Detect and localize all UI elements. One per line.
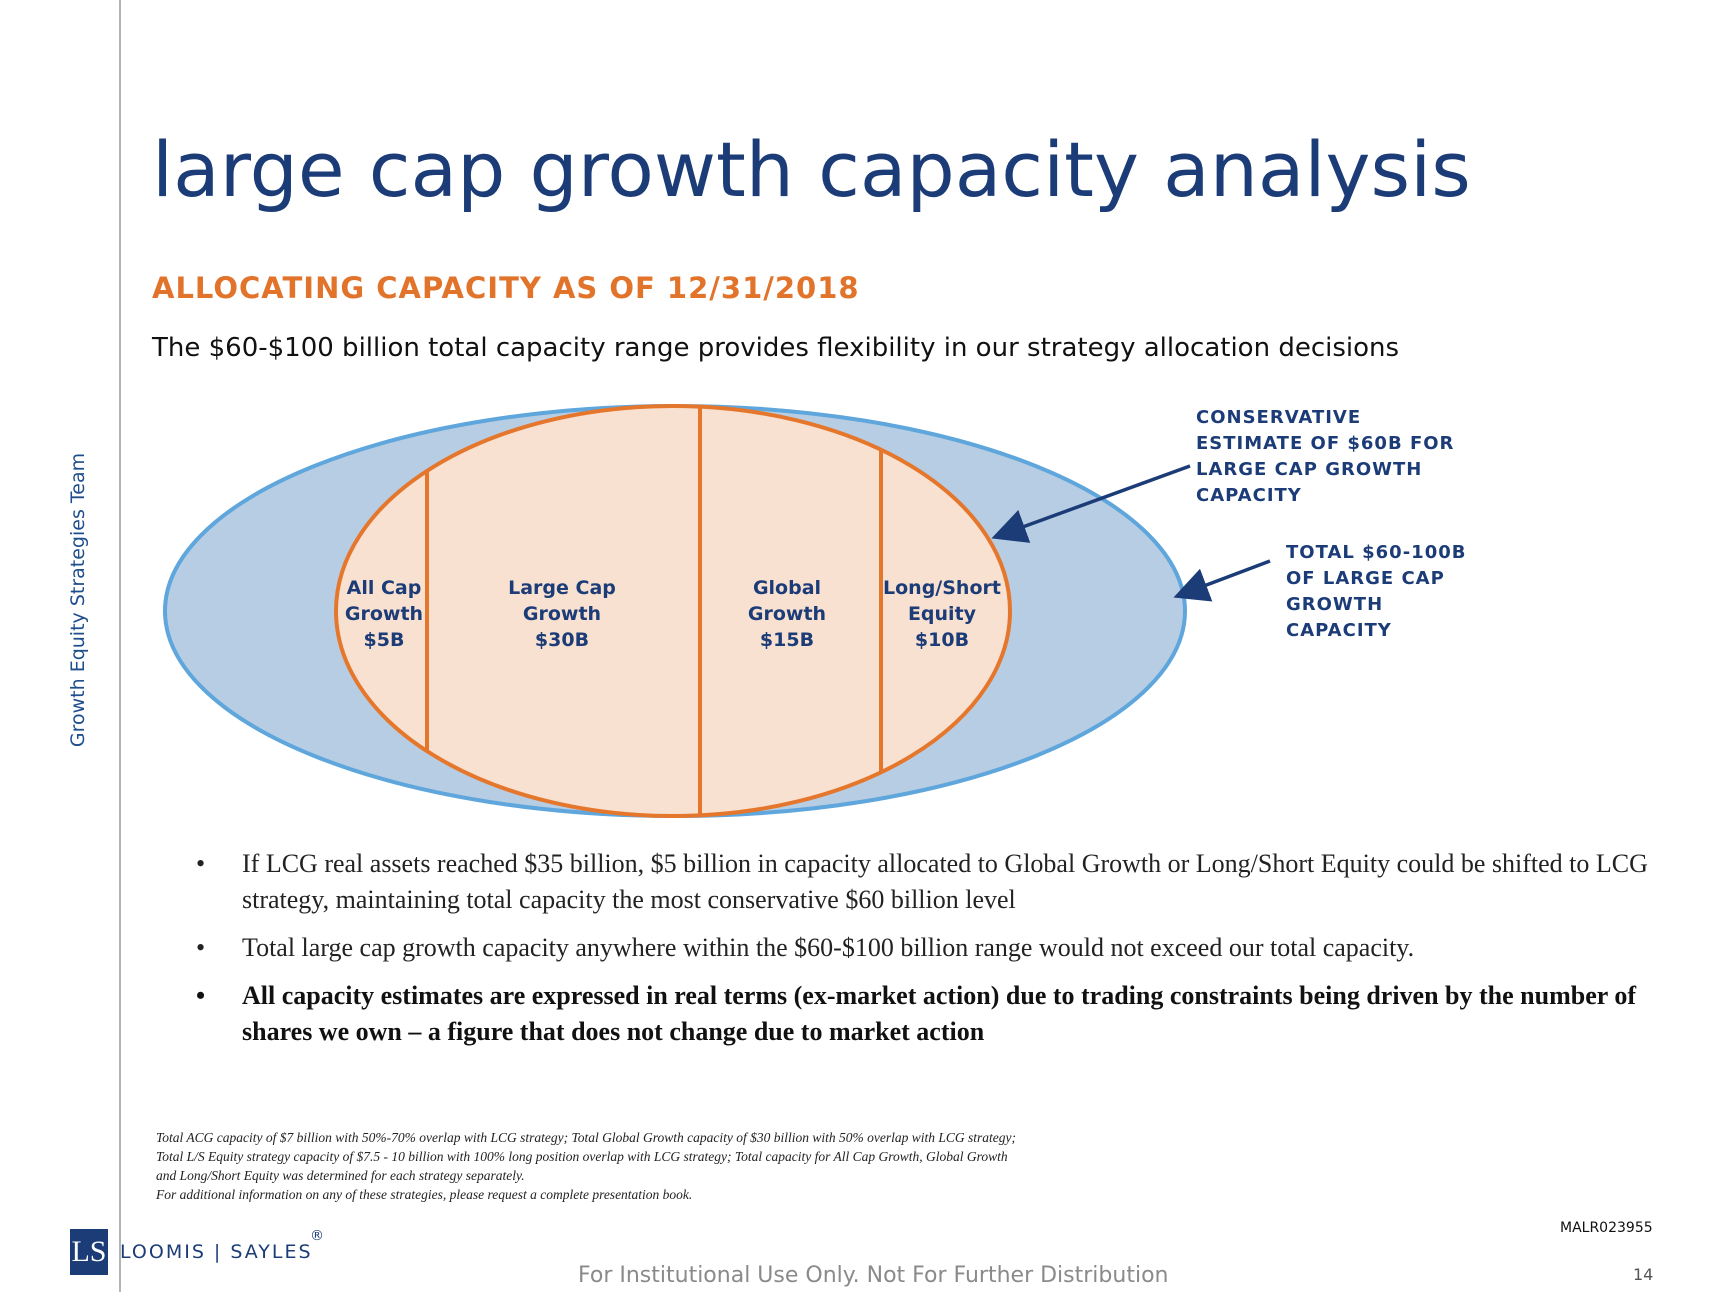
segment-label-line: All Cap <box>347 577 422 599</box>
segment-label-line: Global <box>753 577 821 599</box>
segment-value: $15B <box>760 629 814 651</box>
segment-value: $30B <box>535 629 589 651</box>
segment-long-short-equity: Long/Short Equity $10B <box>883 577 1001 651</box>
segment-global-growth: Global Growth $15B <box>748 577 826 651</box>
callout-line: TOTAL $60-100B <box>1286 542 1467 563</box>
segment-label-line: Long/Short <box>883 577 1001 599</box>
callout-line: GROWTH <box>1286 594 1384 615</box>
logo-wordmark: LOOMIS | SAYLES <box>120 1241 313 1263</box>
callout-line: OF LARGE CAP <box>1286 568 1445 589</box>
bullet-marker: • <box>196 849 206 878</box>
callout-line: CAPACITY <box>1196 485 1302 506</box>
footnote-line: Total ACG capacity of $7 billion with 50… <box>156 1130 1016 1145</box>
document-id: MALR023955 <box>1560 1220 1653 1236</box>
bullet-list: • If LCG real assets reached $35 billion… <box>196 846 1666 1062</box>
segment-label-line: Equity <box>908 603 977 625</box>
bullet-item: • All capacity estimates are expressed i… <box>196 978 1666 1050</box>
callout-line: ESTIMATE OF $60B FOR <box>1196 433 1455 454</box>
footnote-line: and Long/Short Equity was determined for… <box>156 1168 525 1183</box>
segment-large-cap-growth: Large Cap Growth $30B <box>508 577 616 651</box>
bullet-text: Total large cap growth capacity anywhere… <box>242 933 1415 962</box>
section-subtitle: ALLOCATING CAPACITY AS OF 12/31/2018 <box>152 271 860 305</box>
callout-conservative-estimate: CONSERVATIVE ESTIMATE OF $60B FOR LARGE … <box>1196 405 1454 509</box>
page-number: 14 <box>1633 1265 1654 1284</box>
segment-value: $10B <box>915 629 969 651</box>
segment-value: $5B <box>364 629 405 651</box>
segment-label-line: Large Cap <box>508 577 616 599</box>
logo-mark: LS <box>70 1229 108 1275</box>
left-divider-line <box>119 0 121 1292</box>
callout-line: LARGE CAP GROWTH <box>1196 459 1423 480</box>
arrow-to-inner-ellipse <box>991 464 1191 543</box>
bullet-text: If LCG real assets reached $35 billion, … <box>242 849 1648 914</box>
bullet-text: All capacity estimates are expressed in … <box>242 981 1636 1046</box>
lead-statement: The $60-$100 billion total capacity rang… <box>152 333 1400 363</box>
segment-label-line: Growth <box>345 603 423 625</box>
bullet-item: • Total large cap growth capacity anywhe… <box>196 930 1666 966</box>
callout-total-range: TOTAL $60-100B OF LARGE CAP GROWTH CAPAC… <box>1286 540 1466 644</box>
disclaimer-text: For Institutional Use Only. Not For Furt… <box>578 1263 1169 1288</box>
bullet-marker: • <box>196 981 206 1010</box>
segment-all-cap-growth: All Cap Growth $5B <box>345 577 423 651</box>
callout-line: CAPACITY <box>1286 620 1392 641</box>
segment-label-line: Growth <box>523 603 601 625</box>
footnote-line: Total L/S Equity strategy capacity of $7… <box>156 1149 1008 1164</box>
registered-mark: ® <box>310 1228 324 1244</box>
conservative-capacity-ellipse <box>334 404 1012 818</box>
footnote-line: For additional information on any of the… <box>156 1187 693 1202</box>
bullet-item: • If LCG real assets reached $35 billion… <box>196 846 1666 918</box>
page-title: large cap growth capacity analysis <box>152 125 1471 214</box>
footnotes: Total ACG capacity of $7 billion with 50… <box>156 1128 1016 1204</box>
segment-label-line: Growth <box>748 603 826 625</box>
arrow-to-outer-ellipse <box>1173 559 1271 602</box>
bullet-marker: • <box>196 933 206 962</box>
company-logo: LS LOOMIS | SAYLES <box>70 1229 313 1275</box>
callout-line: CONSERVATIVE <box>1196 407 1362 428</box>
